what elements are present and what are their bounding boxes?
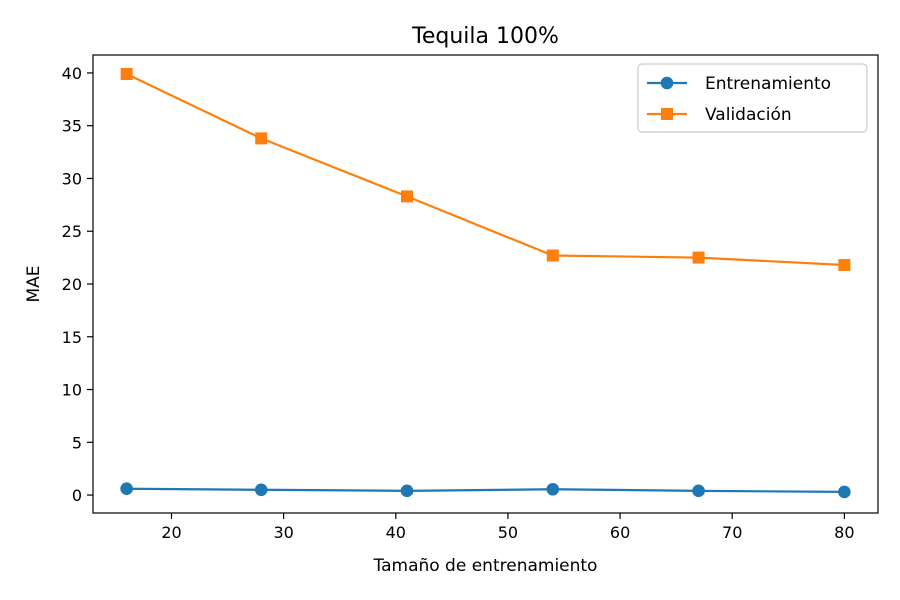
y-tick-label: 20 bbox=[62, 275, 82, 294]
series-line bbox=[126, 73, 845, 267]
y-axis-label: MAE bbox=[24, 265, 44, 302]
data-point bbox=[120, 67, 133, 80]
legend-marker bbox=[661, 108, 673, 120]
data-point bbox=[692, 484, 705, 498]
x-tick-label: 40 bbox=[386, 523, 406, 542]
y-tick-label: 30 bbox=[62, 169, 82, 188]
y-tick-label: 15 bbox=[62, 328, 82, 347]
y-tick-label: 10 bbox=[62, 381, 82, 400]
data-point bbox=[254, 483, 268, 497]
x-tick-label: 20 bbox=[161, 523, 181, 542]
series-validacion bbox=[120, 67, 851, 272]
data-point bbox=[838, 485, 851, 499]
x-tick-label: 50 bbox=[498, 523, 518, 542]
series-entrenamiento bbox=[120, 482, 851, 499]
data-point bbox=[400, 484, 414, 498]
x-tick-label: 80 bbox=[834, 523, 854, 542]
legend-label: Validación bbox=[705, 105, 792, 125]
data-point bbox=[546, 249, 559, 262]
data-point bbox=[692, 251, 705, 264]
legend-box bbox=[637, 63, 868, 133]
x-tick-label: 30 bbox=[273, 523, 293, 542]
y-tick-label: 0 bbox=[72, 486, 82, 505]
x-tick-label: 60 bbox=[610, 523, 630, 542]
x-axis-label: Tamaño de entrenamiento bbox=[373, 556, 598, 576]
data-point bbox=[401, 190, 413, 203]
x-tick-label: 70 bbox=[722, 523, 742, 542]
y-tick-label: 40 bbox=[62, 64, 82, 83]
chart-title: Tequila 100% bbox=[411, 24, 559, 49]
y-axis: 0 5 10 15 20 25 30 35 40 bbox=[62, 64, 93, 505]
y-tick-label: 5 bbox=[72, 433, 82, 452]
x-axis: 20 30 40 50 60 70 80 bbox=[161, 513, 855, 542]
series-layer bbox=[120, 67, 851, 499]
data-point bbox=[120, 482, 133, 496]
legend-label: Entrenamiento bbox=[705, 74, 831, 94]
y-tick-label: 35 bbox=[62, 117, 82, 136]
data-point bbox=[838, 259, 851, 272]
data-point bbox=[546, 482, 560, 496]
legend-marker bbox=[660, 76, 674, 90]
y-tick-label: 25 bbox=[62, 222, 82, 241]
legend: Entrenamiento Validación bbox=[637, 63, 868, 133]
series-line bbox=[126, 487, 845, 493]
data-point bbox=[255, 132, 268, 145]
